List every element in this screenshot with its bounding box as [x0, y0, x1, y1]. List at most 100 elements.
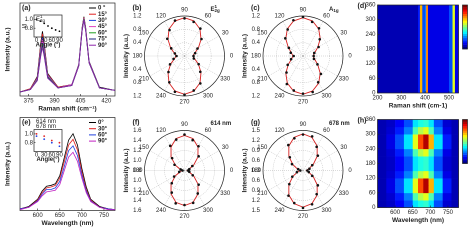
data-point [316, 80, 320, 84]
data-point [170, 156, 174, 160]
angle-tick-label: 270 [179, 100, 190, 106]
heat-cell [412, 192, 419, 201]
data-point [292, 89, 296, 92]
heat-cell [412, 185, 419, 194]
r-tick-label: 0.4 [252, 40, 261, 46]
colorbar-step [462, 139, 468, 142]
annotation: E1 2g [211, 4, 221, 13]
heat-cell [423, 141, 429, 150]
heat-column [426, 5, 429, 93]
label-sub: 2g [40, 18, 46, 23]
x-tick-label: 400 [420, 96, 431, 102]
polar-spoke [268, 35, 304, 57]
angle-tick-label: 180 [132, 168, 143, 174]
spectrum-line [19, 138, 116, 211]
colorbar-step [462, 121, 468, 125]
heat-cell [377, 134, 387, 142]
heat-cell [418, 178, 424, 186]
polar-spoke [164, 55, 185, 91]
polar-spoke [268, 170, 304, 191]
panel-letter: (e) [22, 119, 31, 126]
heat-cell [423, 192, 429, 201]
polar-spoke [164, 135, 185, 171]
inset-x-label: Angle (°) [36, 43, 61, 49]
heat-cell [423, 134, 429, 142]
heat-cell [386, 134, 396, 142]
heat-cell [451, 134, 459, 142]
angle-tick-label: 120 [274, 128, 285, 134]
data-point [197, 62, 200, 66]
data-point [170, 191, 174, 194]
colorbar-step [462, 29, 468, 32]
heat-cell [442, 192, 452, 201]
angle-tick-label: 30 [222, 145, 229, 151]
data-point [196, 192, 200, 195]
r-tick-label: 1.4 [133, 138, 142, 144]
angle-tick-label: 90 [181, 122, 188, 128]
label-sup: 1 [215, 4, 218, 9]
data-point [286, 28, 289, 31]
colorbar-step [462, 11, 468, 14]
heat-cell [428, 126, 435, 135]
heat-cell [412, 156, 419, 164]
angle-tick-label: 240 [156, 208, 167, 214]
heat-cell [428, 185, 435, 194]
panel-letter: (c) [251, 5, 260, 12]
annotation: 614 nm [211, 121, 232, 127]
heat-cell [403, 126, 414, 135]
legend-label: 45° [98, 24, 108, 30]
angle-tick-label: 270 [298, 214, 309, 220]
data-point [168, 63, 172, 66]
heat-column [422, 5, 426, 93]
data-point [190, 164, 194, 168]
data-point [295, 170, 299, 174]
label-sub: 2g [215, 8, 221, 13]
heat-cell [433, 119, 443, 128]
inset-x-tick-label: 60 [48, 38, 55, 44]
angle-tick-label: 150 [139, 145, 150, 151]
y-tick-label: 0 [372, 91, 376, 97]
r-tick-label: 0.8 [133, 168, 142, 174]
x-tick-label: 750 [443, 210, 454, 216]
heat-cell [428, 192, 435, 201]
x-tick-label: 650 [408, 210, 419, 216]
heat-cell [395, 134, 405, 142]
inset-point [58, 145, 61, 148]
heat-cell [377, 185, 387, 194]
heat-cell [423, 119, 429, 128]
heat-cell [418, 126, 424, 135]
label-sub: 1g [333, 8, 339, 13]
polar-spoke [282, 170, 304, 206]
data-point [289, 51, 293, 55]
panel-letter: (d) [358, 3, 367, 10]
y-tick-label: 360 [365, 3, 376, 9]
heat-cell [433, 156, 443, 164]
heat-cell [433, 141, 443, 150]
angle-tick-label: 0 [348, 54, 352, 60]
polar-spoke [302, 170, 338, 191]
angle-tick-label: 90 [300, 122, 307, 128]
colorbar-step [462, 24, 468, 28]
colorbar-step [462, 44, 468, 47]
angle-tick-label: 330 [220, 77, 231, 83]
r-tick-label: 0.9 [252, 148, 261, 154]
data-point [287, 143, 290, 147]
heat-cell [451, 148, 459, 157]
x-tick-label: 500 [444, 96, 455, 102]
data-point [288, 182, 291, 186]
data-point [307, 170, 311, 174]
data-point [315, 145, 318, 149]
heat-cell [428, 200, 435, 208]
data-point [198, 70, 202, 74]
polar-spoke [282, 135, 304, 171]
data-point [177, 170, 181, 174]
data-point [308, 167, 311, 171]
heat-cell [395, 192, 405, 201]
heat-cell [418, 192, 424, 201]
inset-y-tick-label: 1.0 [25, 131, 34, 137]
heat-cell [395, 119, 405, 128]
x-axis-label: Wavelength (nm) [41, 220, 93, 227]
polar-frame [262, 130, 344, 211]
r-tick-label: 1.4 [133, 198, 142, 204]
heat-cell [377, 163, 387, 172]
